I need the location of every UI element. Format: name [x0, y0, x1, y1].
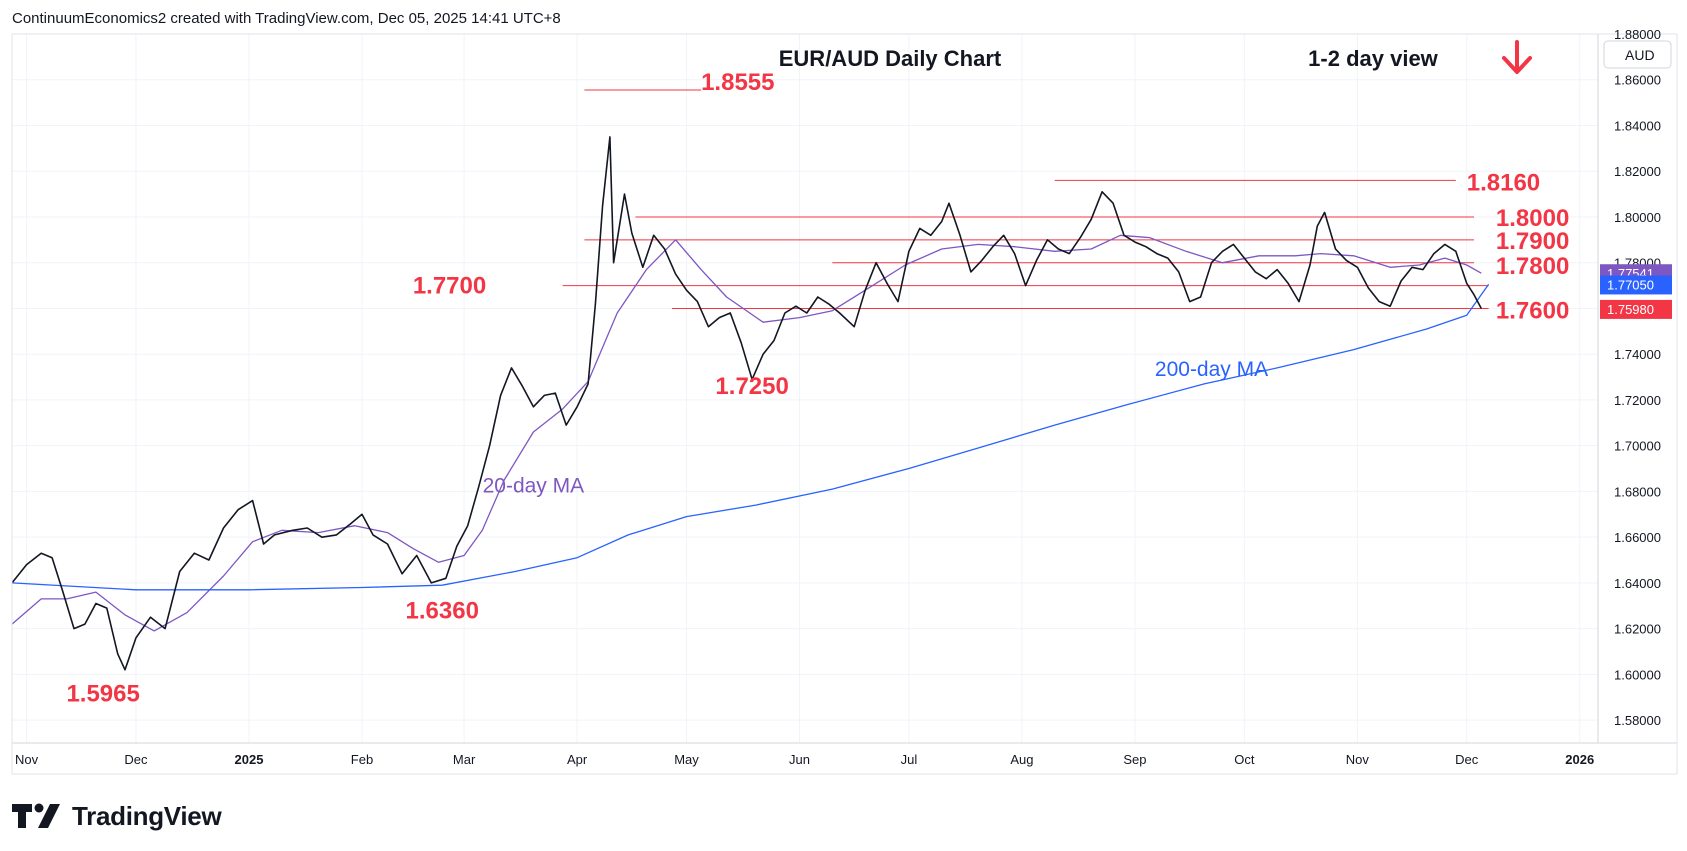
time-tick-label: Dec [1455, 752, 1479, 767]
time-tick-label: Jun [789, 752, 810, 767]
time-tick-label: 2026 [1565, 752, 1594, 767]
annotation-label: 200-day MA [1155, 358, 1268, 381]
time-tick-label: Dec [124, 752, 148, 767]
grid [12, 33, 1598, 743]
price-tick-label: 1.66000 [1614, 530, 1661, 545]
chart-area[interactable]: 1.8555 1.8160 1.8000 1.7900 1.7800 1.7700 1.76… [0, 0, 1687, 790]
chart-frame [11, 33, 1678, 775]
price-badge-box [1600, 275, 1672, 295]
annotation-label: 1.6360 [406, 597, 479, 624]
currency-label[interactable]: AUD [1603, 40, 1672, 69]
time-axis[interactable]: Nov Dec 2025 Feb Mar Apr May Jun Jul Aug Sep Oct Nov… [15, 752, 1594, 767]
price-tick-label: 1.88000 [1614, 27, 1661, 42]
arrow-down-icon [1502, 40, 1532, 74]
level-label: 1.7800 [1496, 253, 1569, 280]
price-axis[interactable]: 1.58000 1.60000 1.62000 1.64000 1.66000 1.680… [1614, 27, 1661, 728]
time-tick-label: Apr [567, 752, 588, 767]
time-tick-label: Sep [1123, 752, 1146, 767]
price-tick-label: 1.64000 [1614, 576, 1661, 591]
price-tick-label: 1.84000 [1614, 118, 1661, 133]
chart-attribution: ContinuumEconomics2 created with Trading… [12, 10, 561, 27]
annotation-label: 1.7250 [715, 373, 788, 400]
chart-title: EUR/AUD Daily Chart [779, 46, 1002, 71]
time-tick-label: Nov [1346, 752, 1370, 767]
level-label: 1.8000 [1496, 205, 1569, 232]
time-tick-label: 2025 [235, 752, 264, 767]
price-tick-label: 1.58000 [1614, 713, 1661, 728]
tradingview-logo-icon [12, 803, 60, 828]
annotation-label: 20-day MA [483, 475, 585, 498]
level-label: 1.7900 [1496, 228, 1569, 255]
price-tick-label: 1.74000 [1614, 347, 1661, 362]
level-label: 1.8555 [701, 69, 774, 96]
price-badge-text: 1.75980 [1607, 302, 1654, 317]
price-badge: 1.77050 [1600, 275, 1672, 295]
level-label: 1.8160 [1467, 170, 1540, 197]
time-tick-label: Jul [901, 752, 918, 767]
annotations: 1.5965 1.6360 1.7250 20-day MA 200-day MA [66, 358, 1268, 707]
tradingview-footer[interactable]: TradingView [12, 796, 222, 836]
chart-subtitle: 1-2 day view [1308, 46, 1439, 71]
price-badge-text: 1.77050 [1607, 277, 1654, 292]
time-tick-label: Nov [15, 752, 39, 767]
price-tick-label: 1.86000 [1614, 73, 1661, 88]
tradingview-brand: TradingView [72, 800, 222, 831]
series [11, 136, 1490, 671]
price-line [11, 136, 1483, 671]
time-tick-label: Aug [1010, 752, 1033, 767]
time-tick-label: Mar [453, 752, 476, 767]
ma20-line [11, 234, 1482, 632]
annotation-label: 1.5965 [66, 680, 139, 707]
ma200-line [11, 284, 1490, 591]
price-tick-label: 1.72000 [1614, 393, 1661, 408]
currency-label-text: AUD [1625, 47, 1655, 63]
price-tick-label: 1.60000 [1614, 667, 1661, 682]
price-tick-label: 1.70000 [1614, 439, 1661, 454]
price-badge: 1.75980 [1600, 299, 1672, 319]
time-tick-label: Feb [351, 752, 373, 767]
price-tick-label: 1.68000 [1614, 484, 1661, 499]
price-tick-label: 1.80000 [1614, 210, 1661, 225]
level-label: 1.7600 [1496, 298, 1569, 325]
price-badge-box [1600, 299, 1672, 319]
price-tick-label: 1.82000 [1614, 164, 1661, 179]
price-tick-label: 1.62000 [1614, 622, 1661, 637]
level-label: 1.7700 [413, 273, 486, 300]
time-tick-label: May [674, 752, 699, 767]
time-tick-label: Oct [1234, 752, 1255, 767]
